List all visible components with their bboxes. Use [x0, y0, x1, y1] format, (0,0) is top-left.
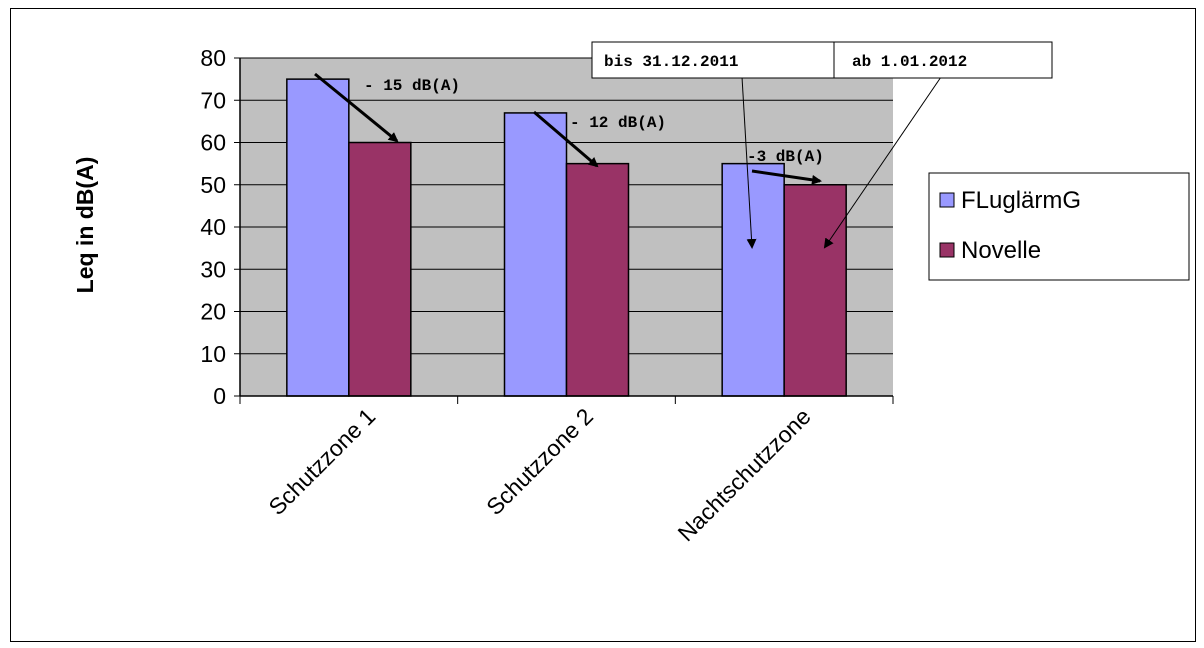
- arrow-schutzzone-1: [314, 72, 399, 143]
- y-tick-label-20: 20: [200, 299, 226, 325]
- bar-flugl-rmg-0: [286, 78, 350, 397]
- legend-label-novelle: Novelle: [961, 237, 1041, 264]
- y-tick-label-50: 50: [200, 172, 226, 198]
- annotation-minus-3: -3 dB(A): [747, 148, 824, 166]
- bar-novelle-0: [348, 141, 412, 397]
- legend-label-fluglaermg: FLuglärmG: [961, 187, 1081, 214]
- callout-ab-label: ab 1.01.2012: [852, 53, 967, 71]
- x-tick-label-1: Schutzzone 2: [481, 403, 598, 520]
- y-tick-label-0: 0: [213, 383, 226, 409]
- callout-lines: [741, 76, 942, 249]
- y-tick-label-10: 10: [200, 341, 226, 367]
- bar-novelle-1: [565, 162, 630, 397]
- annotation-arrows: [314, 72, 822, 185]
- legend-box: [928, 172, 1190, 281]
- annotation-minus-15: - 15 dB(A): [364, 77, 460, 95]
- bar-flugl-rmg-2: [721, 162, 785, 397]
- callout-line-ab: [823, 76, 942, 249]
- x-tick-label-0: Schutzzone 1: [263, 403, 380, 520]
- legend-swatch-novelle: [939, 242, 955, 258]
- y-tick-label-70: 70: [200, 87, 226, 113]
- arrow-nachtschutzzone: [751, 169, 822, 185]
- y-tick-label-80: 80: [200, 45, 226, 71]
- callout-line-bis: [741, 76, 757, 249]
- callout-bis-label: bis 31.12.2011: [604, 53, 738, 71]
- y-tick-label-40: 40: [200, 214, 226, 240]
- x-tick-label-2: Nachtschutzzone: [673, 403, 816, 546]
- y-tick-label-60: 60: [200, 130, 226, 156]
- legend-swatch-fluglaermg: [939, 192, 955, 208]
- y-axis-label: Leq in dB(A): [72, 157, 98, 294]
- callout-box-ab: [833, 41, 1053, 79]
- arrow-schutzzone-2: [533, 110, 599, 168]
- annotation-minus-12: - 12 dB(A): [570, 114, 666, 132]
- bar-flugl-rmg-1: [503, 112, 568, 397]
- bar-novelle-2: [783, 184, 847, 397]
- y-tick-label-30: 30: [200, 256, 226, 282]
